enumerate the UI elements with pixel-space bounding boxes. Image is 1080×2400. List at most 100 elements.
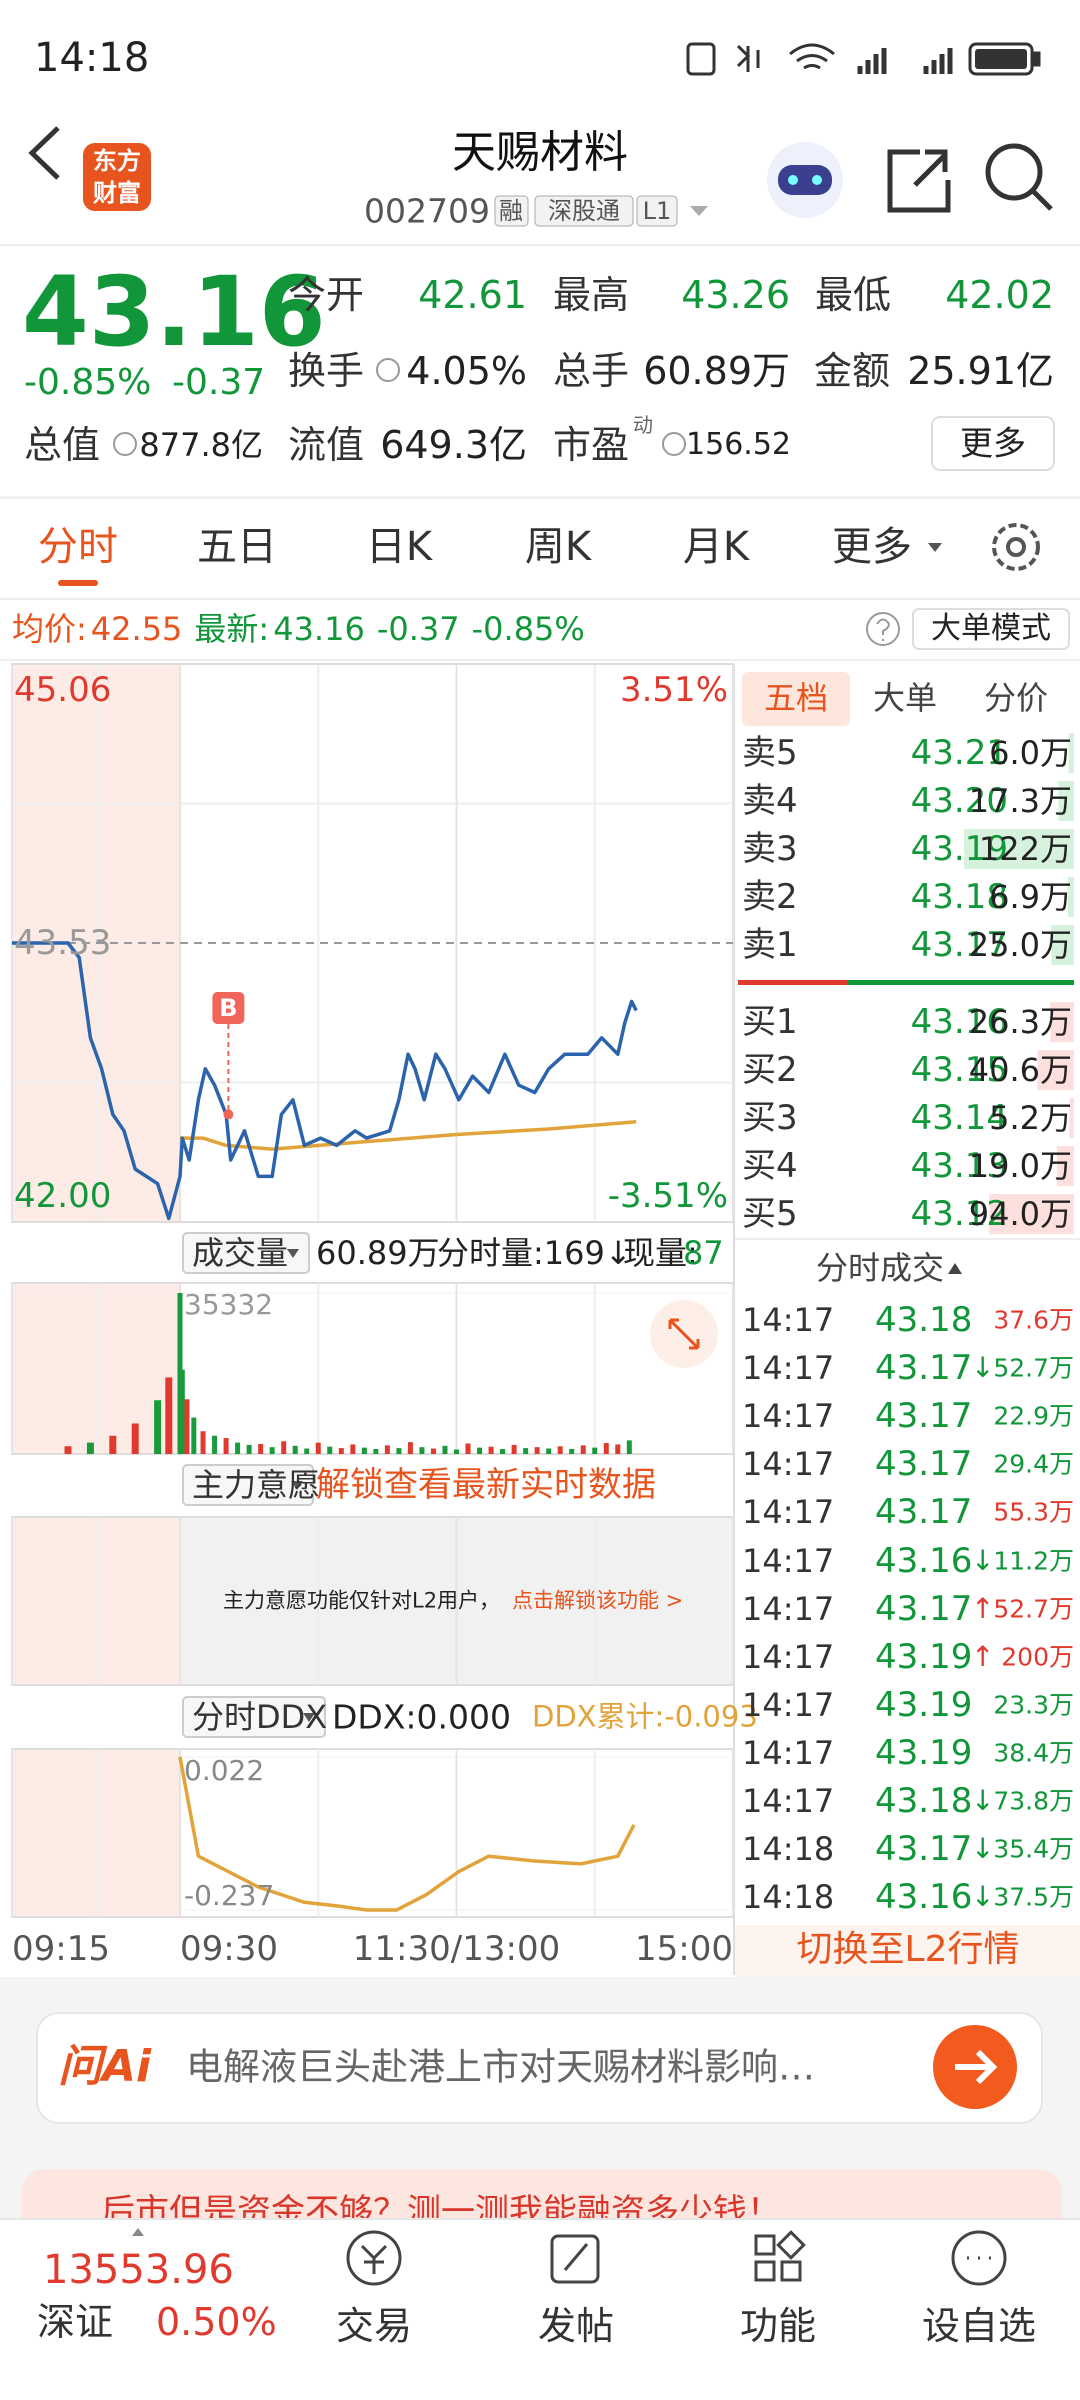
settings-icon[interactable] — [992, 523, 1040, 571]
dropdown-icon[interactable] — [690, 206, 708, 216]
trade-time: 14:17 — [742, 1349, 835, 1388]
minute-volume: 分时量:169↓ — [437, 1234, 632, 1272]
l2-switch-bg[interactable] — [735, 1925, 1080, 1977]
sort-icon[interactable] — [948, 1263, 962, 1274]
l2-switch[interactable]: 切换至L2行情 — [796, 1929, 1020, 1970]
share-icon[interactable] — [887, 149, 951, 213]
nav-item[interactable]: 发帖 — [537, 2304, 615, 2348]
ddx-selector[interactable]: 分时DDX — [192, 1698, 328, 1736]
unlock-prompt[interactable]: 解锁查看最新实时数据 — [316, 1465, 656, 1505]
change-pct: -0.85% — [24, 362, 152, 403]
book-tab[interactable]: 五档 — [763, 679, 829, 717]
promo-banner[interactable]: 后市但是资金不够？测一测我能融资多少钱！ — [21, 2169, 1062, 2218]
marker-label: B — [219, 994, 238, 1022]
ask-ai-prompt[interactable]: 电解液巨头赴港上市对天赐材料影响… — [186, 2045, 815, 2089]
line-series — [180, 1119, 637, 1151]
help-icon[interactable] — [866, 612, 900, 646]
trade-price: 43.19 — [875, 1684, 973, 1725]
logo-text: 财富 — [93, 179, 141, 207]
trade-volume: 29.4万 — [993, 1449, 1074, 1479]
dropdown-icon[interactable] — [287, 1249, 315, 1722]
assistant-icon[interactable] — [767, 142, 843, 218]
book-level: 买5 — [742, 1194, 798, 1234]
ask-ai-send[interactable] — [933, 2025, 1017, 2109]
nav-item[interactable]: 交易 — [335, 2304, 413, 2348]
book-volume: 6.9万 — [989, 878, 1072, 916]
trade-price: 43.17 — [875, 1588, 973, 1629]
change: -0.37 — [172, 362, 266, 403]
status-icons — [686, 42, 1041, 76]
selector-box[interactable] — [182, 1232, 326, 1738]
divider — [0, 244, 1080, 246]
trade-volume: 37.6万 — [993, 1305, 1074, 1335]
trade-price: 43.17 — [875, 1829, 973, 1870]
book-tab[interactable]: 分价 — [983, 679, 1049, 717]
more-button[interactable] — [931, 416, 1055, 471]
trade-time: 14:17 — [742, 1685, 835, 1724]
info-icon[interactable] — [113, 358, 686, 456]
period-tab[interactable]: 周K — [524, 524, 592, 570]
mode-button-text[interactable]: 大单模式 — [931, 611, 1051, 646]
expand-index[interactable] — [132, 2228, 144, 2236]
stat-value: 42.61 — [418, 273, 527, 317]
stat-sup: 动 — [633, 413, 653, 437]
book-tab[interactable]: 大单 — [872, 679, 938, 717]
back-button[interactable] — [28, 126, 60, 180]
nav-item[interactable]: 设自选 — [921, 2304, 1037, 2348]
unlock-link[interactable]: 点击解锁该功能 > — [512, 1588, 684, 1613]
trade-volume: 55.3万 — [993, 1497, 1074, 1527]
book-price: 43.17 — [910, 925, 1008, 965]
trade-time: 14:17 — [742, 1541, 835, 1580]
volume-bar — [500, 1448, 506, 1454]
nav-icons[interactable] — [346, 2230, 1007, 2286]
search-icon[interactable] — [985, 143, 1053, 211]
period-tab[interactable]: 日K — [365, 524, 433, 570]
period-tab[interactable]: 分时 — [38, 524, 118, 570]
book-level: 买3 — [742, 1098, 798, 1138]
volume-total: 60.89万 — [316, 1234, 440, 1272]
index-value[interactable]: 13553.96 — [43, 2247, 234, 2293]
price-axis-label: 42.00 — [14, 1176, 112, 1216]
volume-bar — [179, 1369, 185, 1454]
book-volume: 6.0万 — [989, 734, 1072, 772]
trade-direction: ↓ — [971, 1880, 995, 1914]
period-tab[interactable]: 五日 — [197, 524, 277, 570]
time-label: 11:30/13:00 — [352, 1929, 561, 1969]
trade-volume: 22.9万 — [993, 1401, 1074, 1431]
dropdown-icon[interactable] — [928, 543, 942, 552]
price-axis-label: 45.06 — [14, 670, 112, 710]
stat-label: 换手 — [288, 349, 365, 393]
current-volume-label: 现量: — [623, 1234, 698, 1272]
trade-volume: 37.5万 — [993, 1882, 1074, 1912]
trade-time: 14:18 — [742, 1878, 835, 1917]
book-level: 买1 — [742, 1002, 798, 1042]
stat-label: 最低 — [815, 273, 892, 317]
volume-bar — [184, 1399, 190, 1454]
nav-item[interactable]: 功能 — [739, 2304, 817, 2348]
expand-icon[interactable] — [650, 1300, 718, 1368]
ddx-axis-label: 0.022 — [184, 1754, 265, 1787]
stat-label: 金额 — [814, 349, 891, 393]
trades-title[interactable]: 分时成交 — [815, 1249, 945, 1287]
depth-bar — [1068, 733, 1074, 773]
ask-ai-bar[interactable] — [36, 2012, 1043, 2124]
intent-selector[interactable]: 主力意愿 — [192, 1466, 321, 1504]
last-price: 43.16 — [273, 610, 365, 648]
volume-selector[interactable]: 成交量 — [192, 1234, 289, 1272]
line-series — [178, 1756, 636, 1912]
tag-box — [534, 195, 634, 227]
stat-value: 42.02 — [945, 273, 1054, 317]
depth-bar — [1058, 781, 1074, 821]
more-button-text[interactable]: 更多 — [960, 423, 1026, 463]
divider — [0, 496, 1080, 499]
change: -0.37 — [376, 610, 460, 648]
trade-volume: 35.4万 — [993, 1834, 1074, 1864]
trade-time: 14:18 — [742, 1830, 835, 1869]
period-tab[interactable]: 更多 — [832, 524, 912, 570]
mode-button[interactable] — [912, 608, 1070, 650]
book-price: 43.16 — [910, 1002, 1008, 1042]
period-tab[interactable]: 月K — [682, 524, 750, 570]
marker-box — [212, 992, 245, 1024]
volume-bar — [615, 1444, 621, 1454]
trade-volume: 11.2万 — [993, 1546, 1074, 1575]
